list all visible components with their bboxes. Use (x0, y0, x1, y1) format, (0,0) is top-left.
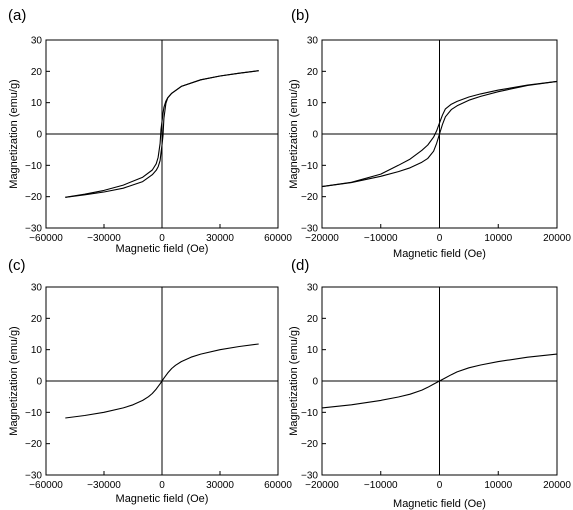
series-line-2 (321, 80, 558, 188)
x-tick-label: 20000 (543, 233, 571, 244)
y-tick-label: −30 (301, 224, 318, 235)
y-tick-label: 0 (312, 377, 318, 388)
x-tick-label: 0 (437, 233, 443, 244)
y-tick-label: −20 (301, 439, 318, 450)
x-tick-label: −10000 (364, 233, 398, 244)
y-tick-label: −10 (25, 161, 42, 172)
x-tick-label: −20000 (305, 233, 339, 244)
y-axis-label: Magnetization (emu/g) (288, 79, 300, 188)
y-tick-label: −20 (25, 192, 42, 203)
y-tick-label: 20 (307, 314, 319, 325)
y-tick-label: 0 (36, 130, 42, 141)
y-axis-label: Magnetization (emu/g) (288, 326, 300, 435)
y-tick-label: 10 (307, 98, 319, 109)
chart-panel-3: −60000 −30000 0 30000 60000 −30 −20 −10 0 10 20 30 M… (8, 257, 292, 505)
x-tick-label: −10000 (364, 480, 398, 491)
x-tick-label: 30000 (206, 480, 234, 491)
x-tick-label: 60000 (264, 233, 292, 244)
y-tick-label: −30 (25, 224, 42, 235)
x-tick-label: 20000 (543, 480, 571, 491)
x-tick-label: −30000 (87, 233, 121, 244)
panel-label: (c) (8, 257, 26, 274)
y-tick-label: 30 (31, 36, 43, 47)
x-tick-label: 10000 (484, 480, 512, 491)
panel-label: (d) (291, 257, 309, 274)
y-tick-label: −30 (25, 471, 42, 482)
chart-panel-1: −60000 −30000 0 30000 60000 −30 −20 −10 0 10 20 30 M… (8, 7, 292, 255)
series-line-1 (321, 353, 558, 409)
x-tick-label: −20000 (305, 480, 339, 491)
y-tick-label: 20 (307, 67, 319, 78)
y-tick-label: 0 (36, 377, 42, 388)
x-tick-label: 0 (437, 480, 443, 491)
x-axis-label: Magnetic field (Oe) (393, 498, 486, 510)
series-line-1 (321, 80, 558, 188)
y-axis-label: Magnetization (emu/g) (8, 326, 20, 435)
x-tick-label: −60000 (29, 480, 63, 491)
y-axis-label: Magnetization (emu/g) (8, 79, 20, 188)
y-tick-label: 10 (31, 98, 43, 109)
series-line-2 (65, 70, 259, 198)
y-tick-label: −10 (25, 408, 42, 419)
y-tick-label: 10 (31, 345, 43, 356)
x-tick-label: 30000 (206, 233, 234, 244)
x-axis-label: Magnetic field (Oe) (393, 248, 486, 260)
x-axis-label: Magnetic field (Oe) (116, 243, 209, 255)
x-tick-label: 60000 (264, 480, 292, 491)
panel-label: (b) (291, 7, 309, 24)
chart-panel-2: −20000 −10000 0 10000 20000 −30 −20 −10 0 10 20 30 M… (288, 7, 571, 260)
y-tick-label: −20 (25, 439, 42, 450)
y-tick-label: 20 (31, 67, 43, 78)
y-tick-label: 20 (31, 314, 43, 325)
y-tick-label: 30 (307, 36, 319, 47)
chart-panel-4: −20000 −10000 0 10000 20000 −30 −20 −10 0 10 20 30 M… (288, 257, 571, 510)
series-line-1 (65, 343, 259, 419)
y-tick-label: 0 (312, 130, 318, 141)
x-tick-label: −30000 (87, 480, 121, 491)
y-tick-label: 30 (31, 283, 43, 294)
x-tick-label: 0 (159, 480, 165, 491)
x-tick-label: −60000 (29, 233, 63, 244)
y-tick-label: −30 (301, 471, 318, 482)
y-tick-label: 30 (307, 283, 319, 294)
x-tick-label: 0 (159, 233, 165, 244)
y-tick-label: 10 (307, 345, 319, 356)
y-tick-label: −10 (301, 161, 318, 172)
x-axis-label: Magnetic field (Oe) (116, 493, 209, 505)
y-tick-label: −20 (301, 192, 318, 203)
y-tick-label: −10 (301, 408, 318, 419)
panel-label: (a) (8, 7, 26, 24)
x-tick-label: 10000 (484, 233, 512, 244)
